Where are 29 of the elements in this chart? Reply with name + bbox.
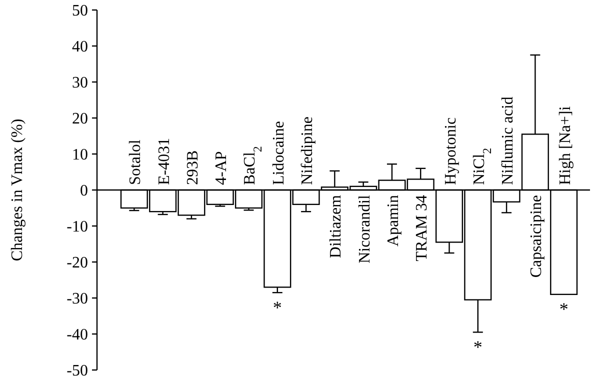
x-tick-label: High [Na+]i	[556, 106, 574, 185]
y-tick-label: 40	[72, 38, 88, 56]
y-tick-label: -20	[66, 254, 88, 272]
y-tick-label: 10	[72, 146, 88, 164]
y-tick-label: 50	[72, 2, 88, 20]
annotation: *	[272, 297, 282, 318]
x-tick-label: Capsaicipine	[528, 195, 546, 278]
y-tick-label: 20	[72, 110, 88, 128]
x-tick-label: Hypotonic	[442, 117, 460, 185]
x-tick-label: Lidocaine	[270, 121, 288, 185]
x-tick-label: E-4031	[156, 138, 173, 185]
x-tick-label: Niflumic acid	[500, 96, 517, 185]
x-tick-label: 4-AP	[213, 151, 230, 185]
x-tick-label: Apamin	[384, 195, 402, 247]
y-tick-label: -40	[66, 326, 88, 344]
annotation: *	[473, 337, 482, 357]
y-tick-label: -50	[66, 362, 88, 380]
y-axis-title: Changes in Vmax (%)	[9, 118, 26, 262]
x-tick-label: TRAM 34	[414, 195, 431, 262]
x-tick-label: Diltiazem	[328, 194, 345, 258]
y-tick-label: -10	[66, 218, 88, 236]
x-tick-label: Nifedipine	[299, 116, 316, 185]
x-tick-label: Nicorandil	[356, 194, 374, 264]
y-tick-label: 30	[72, 74, 88, 92]
annotation: *	[559, 299, 568, 320]
x-tick-label: 293B	[184, 150, 202, 185]
x-tick-label: Sotalol	[127, 139, 144, 185]
y-tick-label: -30	[66, 290, 88, 308]
y-tick-label: 0	[80, 182, 88, 200]
